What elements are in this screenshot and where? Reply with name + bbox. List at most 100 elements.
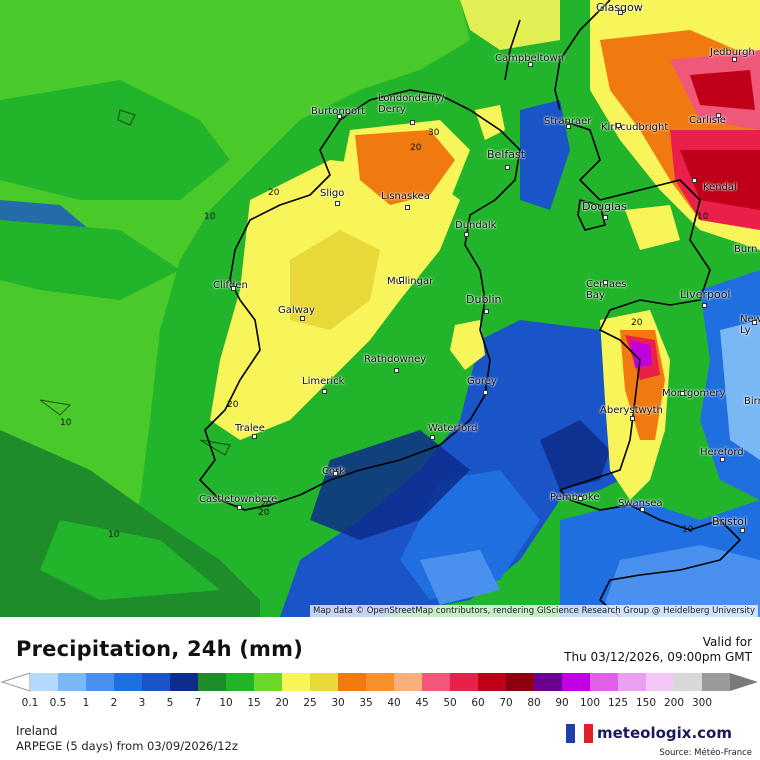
legend-swatch [226,673,255,691]
legend-swatch [114,673,143,691]
valid-label: Valid for [702,635,752,649]
legend-swatch [394,673,423,691]
contour-label: 20 [260,500,272,510]
city-marker [399,277,404,282]
legend-tick-label: 100 [579,697,601,709]
city-label: Swansea [618,498,663,509]
legend-tick-label: 60 [471,697,485,709]
city-marker [484,309,489,314]
contour-label: 20 [227,400,239,410]
city-label: Jedburgh [710,47,755,58]
city-marker [603,280,608,285]
city-label: Bristol [712,515,747,528]
legend-tick-label: 0.1 [21,697,39,709]
legend-tick-label: 125 [607,697,629,709]
city-label: Limerick [302,376,345,387]
legend-tick-label: 200 [663,697,685,709]
model-run-label: ARPEGE (5 days) from 03/09/2026/12z [16,739,238,753]
city-marker [337,114,342,119]
city-marker [430,435,435,440]
legend-swatch [142,673,171,691]
legend-tick-label: 5 [166,697,174,709]
contour-label: 20 [410,143,422,153]
legend-swatch [702,673,731,691]
data-source: Source: Météo-France [659,748,752,758]
legend-tick-label: 3 [138,697,146,709]
contour-label: 10 [204,212,216,222]
legend-swatch [198,673,227,691]
city-label: Londonderry/ Derry [378,93,445,115]
city-label: Kendal [703,182,737,193]
city-marker [680,391,685,396]
valid-date: Thu 03/12/2026, 09:00pm GMT [564,650,752,664]
city-marker [322,389,327,394]
city-marker [483,390,488,395]
city-label: Tralee [235,423,265,434]
map-raster [0,0,760,617]
city-label: Birm [744,396,760,407]
city-marker [394,368,399,373]
city-label: Carlisle [689,115,726,126]
city-label: Burtonport [311,106,366,117]
city-label: Galway [278,305,315,316]
legend-tick-label: 2 [110,697,118,709]
city-marker [252,434,257,439]
city-label: Kirkcudbright [601,122,669,133]
legend-max-arrow [730,673,758,691]
legend-swatch [478,673,507,691]
city-marker [231,286,236,291]
precipitation-map[interactable]: Glasgow Jedburgh Campbeltown Burtonport Lond… [0,0,760,617]
city-marker [464,232,469,237]
city-label: Burn [734,244,758,255]
contour-label: 10 [60,418,72,428]
legend-swatch [86,673,115,691]
legend-tick-label: 150 [635,697,657,709]
city-marker [720,457,725,462]
city-marker [740,528,745,533]
brand-logo[interactable]: meteologix.com [566,722,732,744]
city-label: Gorey [467,376,497,387]
brand-name: meteologix.com [597,724,732,742]
city-marker [505,165,510,170]
city-label: Hereford [700,447,744,458]
city-label: Belfast [487,148,526,161]
legend-swatch [450,673,479,691]
city-marker [692,178,697,183]
legend-tick-label: 45 [415,697,429,709]
contour-label: 20 [268,188,280,198]
city-label: Montgomery [662,388,726,399]
legend-swatch [506,673,535,691]
legend-swatch [422,673,451,691]
city-marker [630,416,635,421]
legend-tick-label: 10 [219,697,233,709]
legend-swatch [338,673,367,691]
chart-title: Precipitation, 24h (mm) [16,637,304,661]
legend-tick-label: 25 [303,697,317,709]
color-legend [0,672,758,692]
legend-tick-label: 7 [194,697,202,709]
contour-label: 10 [682,525,694,535]
legend-swatch [30,673,59,691]
city-label: Glasgow [596,1,643,14]
city-label: Aberystwyth [600,405,663,416]
city-marker [616,123,621,128]
city-label: Stranraer [544,116,592,127]
city-label: Dublin [466,293,502,306]
city-marker [528,62,533,67]
legend-tick-label: 15 [247,697,261,709]
legend-tick-label: 30 [331,697,345,709]
legend-swatch [310,673,339,691]
city-label: Mullingar [387,276,434,287]
city-label: Douglas [582,200,627,213]
city-label: Campbeltown [495,53,565,64]
legend-swatch [646,673,675,691]
legend-swatch [618,673,647,691]
city-label: Newca Ly [740,314,760,336]
legend-swatch [282,673,311,691]
legend-swatch [366,673,395,691]
legend-labels: 0.1 0.5 1 2 3 5 7 10 15 20 25 30 35 40 45 50 60 70 80 90 100… [0,697,760,711]
city-marker [702,303,707,308]
legend-tick-label: 40 [387,697,401,709]
city-label: Rathdowney [364,354,427,365]
legend-swatch [562,673,591,691]
